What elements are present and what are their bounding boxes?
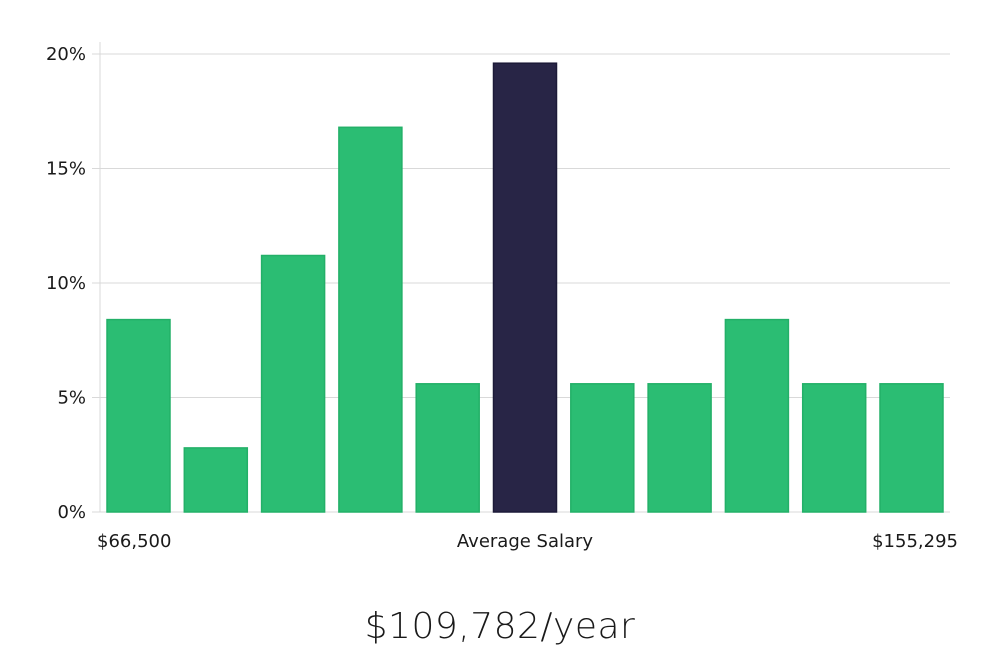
average-salary-value: $109,782/year xyxy=(364,606,636,647)
salary-histogram: 0% 5% 10% 15% 20% $66,500 Average Salary $15… xyxy=(46,42,958,552)
y-tick-label: 10% xyxy=(46,273,86,294)
y-tick-label: 15% xyxy=(46,159,86,180)
y-axis-ticks: 0% 5% 10% 15% 20% xyxy=(46,44,86,523)
x-label-max: $155,295 xyxy=(872,531,958,552)
bar xyxy=(879,383,944,513)
x-label-min: $66,500 xyxy=(97,531,171,552)
y-tick-label: 5% xyxy=(57,388,86,409)
y-tick-label: 0% xyxy=(57,502,86,523)
bar xyxy=(106,318,171,513)
x-label-average: Average Salary xyxy=(457,531,594,552)
y-tick-label: 20% xyxy=(46,44,86,65)
bar xyxy=(338,126,403,513)
bar xyxy=(724,318,790,513)
bar xyxy=(801,383,867,513)
bar xyxy=(647,383,712,513)
bar xyxy=(570,383,635,513)
bar xyxy=(183,447,249,513)
bar-average-salary xyxy=(492,62,558,513)
bar xyxy=(415,383,480,513)
bars xyxy=(106,62,944,513)
bar xyxy=(260,254,326,513)
